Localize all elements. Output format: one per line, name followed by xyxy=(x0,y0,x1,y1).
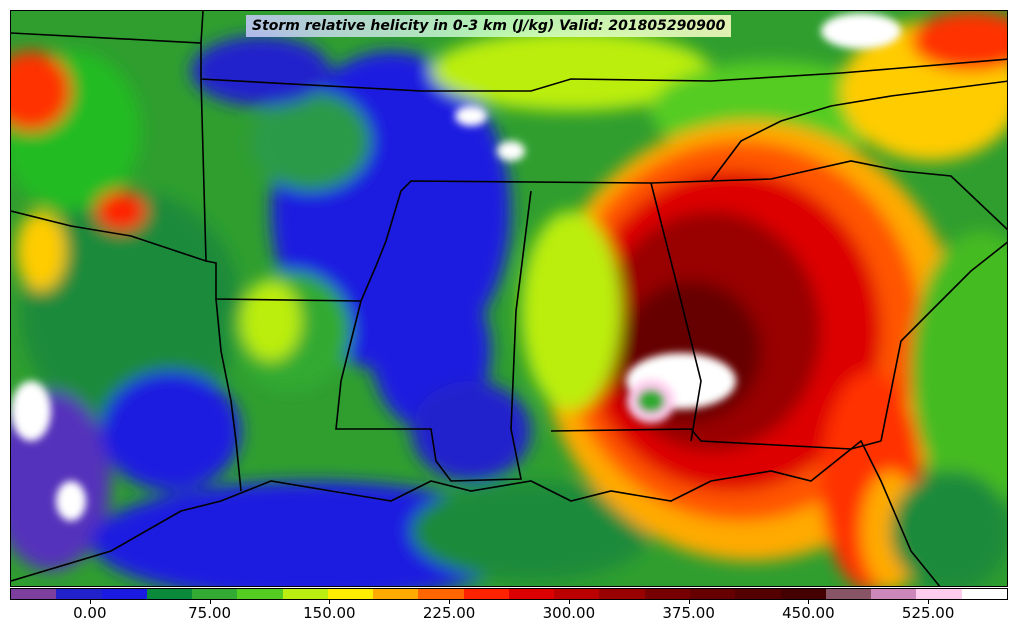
colorbar-tick xyxy=(808,600,810,604)
colorbar-tick-label: 300.00 xyxy=(542,604,596,622)
colorbar-tick xyxy=(329,600,331,604)
colorbar-segment xyxy=(101,589,147,599)
colorbar-segment xyxy=(418,589,464,599)
colorbar-segment xyxy=(56,589,102,599)
colorbar-segment xyxy=(282,589,328,599)
colorbar-segment xyxy=(599,589,645,599)
colorbar-tick-label: 75.00 xyxy=(188,604,232,622)
colorbar-ticks: 0.00 75.00 150.00 225.00 300.00 375.00 450.00 5… xyxy=(10,600,1008,630)
colorbar-segment xyxy=(146,589,193,599)
colorbar xyxy=(10,588,1008,600)
colorbar-segment xyxy=(508,589,555,599)
colorbar-tick-label: 0.00 xyxy=(73,604,107,622)
colorbar-segment xyxy=(735,589,781,599)
colorbar-segment xyxy=(373,589,419,599)
colorbar-segment xyxy=(192,589,238,599)
storm-core xyxy=(11,13,901,521)
colorbar-tick-label: 225.00 xyxy=(422,604,476,622)
colorbar-tick xyxy=(209,600,211,604)
colorbar-segment xyxy=(871,589,917,599)
boundary-lines xyxy=(11,11,1007,586)
colorbar-tick-label: 450.00 xyxy=(782,604,835,622)
colorbar-tick xyxy=(688,600,690,604)
colorbar-segment xyxy=(644,589,690,599)
colorbar-segment xyxy=(916,589,962,599)
colorbar-tick xyxy=(449,600,451,604)
colorbar-segment xyxy=(237,589,283,599)
map-field xyxy=(11,11,1007,586)
colorbar-segment xyxy=(11,589,57,599)
colorbar-tick-label: 150.00 xyxy=(303,604,356,622)
colorbar-tick xyxy=(89,600,91,604)
colorbar-tick-label: 375.00 xyxy=(662,604,715,622)
colorbar-segment xyxy=(463,589,509,599)
colorbar-tick xyxy=(568,600,570,604)
colorbar-segment xyxy=(554,589,600,599)
helicity-map xyxy=(10,10,1008,587)
colorbar-tick xyxy=(928,600,930,604)
colorbar-segment xyxy=(689,589,736,599)
colorbar-tick-label: 525.00 xyxy=(901,604,955,622)
colorbar-segment xyxy=(780,589,826,599)
colorbar-segment xyxy=(961,589,1007,599)
colorbar-segment xyxy=(327,589,374,599)
colorbar-segment xyxy=(825,589,872,599)
map-title: Storm relative helicity in 0-3 km (J/kg)… xyxy=(246,15,732,37)
